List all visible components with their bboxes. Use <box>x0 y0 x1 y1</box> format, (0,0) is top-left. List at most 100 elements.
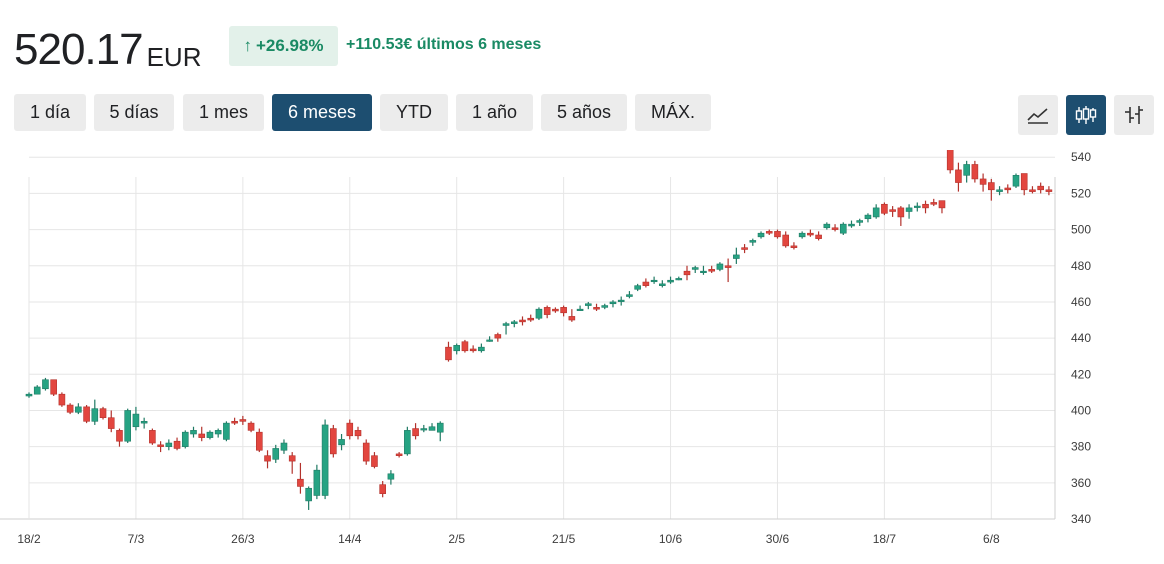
candle-up <box>733 247 740 264</box>
candle-down <box>198 426 206 442</box>
candle-up <box>650 276 658 284</box>
range-button-6m[interactable]: 6 meses <box>272 94 372 131</box>
range-button-5d[interactable]: 5 días <box>94 94 174 131</box>
range-button-ytd[interactable]: YTD <box>380 94 448 131</box>
range-label: 1 mes <box>198 102 249 122</box>
ohlc-chart-button[interactable] <box>1114 95 1154 135</box>
candle-down <box>1004 184 1012 194</box>
candle-down <box>445 341 452 362</box>
candle-up <box>1012 173 1020 188</box>
candle-down <box>988 178 995 201</box>
candle-down <box>897 206 905 226</box>
range-label: 1 día <box>29 102 71 122</box>
candle-up <box>436 421 444 442</box>
candle-up <box>214 428 222 438</box>
candle-up <box>626 291 633 299</box>
x-tick-label: 18/2 <box>17 532 41 546</box>
candle-up <box>428 423 436 431</box>
candle-down <box>1045 186 1053 196</box>
candle-up <box>280 439 288 454</box>
candle-up <box>338 433 345 451</box>
candle-down <box>288 452 296 474</box>
candle-up <box>420 424 428 433</box>
y-tick-label: 400 <box>1071 403 1091 417</box>
candle-up <box>823 222 831 230</box>
candle-down <box>66 403 74 415</box>
y-tick-label: 420 <box>1071 367 1091 381</box>
candle-up <box>181 430 189 449</box>
candle-up <box>206 430 214 440</box>
candle-down <box>560 305 567 317</box>
candle-down <box>552 307 559 313</box>
candle-down <box>494 332 502 342</box>
candle-up <box>856 218 864 226</box>
candle-down <box>107 410 115 433</box>
candle-up <box>675 276 683 281</box>
candle-down <box>568 309 576 322</box>
candle-down <box>330 424 337 458</box>
chart-candles <box>25 150 1053 510</box>
price-header: 520.17 EUR <box>14 22 201 72</box>
candle-down <box>362 439 370 465</box>
y-tick-label: 480 <box>1071 259 1091 273</box>
candle-up <box>864 213 872 223</box>
range-button-1m[interactable]: 1 mes <box>183 94 264 131</box>
candle-up <box>486 336 493 342</box>
candle-up <box>305 486 312 510</box>
candle-up <box>634 283 641 292</box>
candle-down <box>527 314 535 322</box>
range-label: 6 meses <box>287 102 357 122</box>
range-button-1y[interactable]: 1 año <box>456 94 533 131</box>
candle-down <box>724 258 732 283</box>
candle-up <box>313 464 321 500</box>
candle-down <box>955 162 962 192</box>
candle-down <box>765 229 773 236</box>
range-label: 5 días <box>109 102 159 122</box>
candle-up <box>140 417 148 429</box>
candle-down <box>231 417 238 425</box>
line-chart-button[interactable] <box>1018 95 1058 135</box>
candle-up <box>502 321 510 335</box>
candle-down <box>543 305 551 319</box>
candle-down <box>99 406 107 420</box>
candle-up <box>124 408 131 444</box>
candle-down <box>1020 173 1028 196</box>
range-label: MÁX. <box>650 102 695 122</box>
candle-up <box>798 231 806 239</box>
candle-up <box>132 406 140 431</box>
candle-up <box>700 265 707 275</box>
candle-down <box>741 244 748 254</box>
candle-down <box>50 379 57 396</box>
candle-up <box>91 399 99 425</box>
y-tick-label: 460 <box>1071 295 1091 309</box>
candle-down <box>354 426 362 440</box>
range-button-max[interactable]: MÁX. <box>635 94 711 131</box>
y-tick-label: 340 <box>1071 512 1091 526</box>
candle-up <box>839 222 847 236</box>
change-summary: +110.53€ últimos 6 meses <box>346 36 542 53</box>
candle-up <box>667 276 674 284</box>
candle-down <box>255 428 263 453</box>
candle-up <box>404 426 411 456</box>
candle-down <box>979 173 987 192</box>
candle-down <box>946 150 954 174</box>
candle-down <box>461 339 469 353</box>
candle-up <box>576 305 584 311</box>
candle-up <box>190 426 197 438</box>
y-tick-label: 440 <box>1071 331 1091 345</box>
candle-down <box>593 303 600 311</box>
candle-down <box>83 405 90 424</box>
candlestick-chart[interactable]: 340 360 380 400 420 440 460 480 500 520 540 18/2 7/… <box>0 150 1164 560</box>
range-button-1d[interactable]: 1 día <box>14 94 86 131</box>
candle-down <box>642 278 650 288</box>
y-tick-label: 520 <box>1071 186 1091 200</box>
chart-grid <box>0 156 1056 520</box>
candle-up <box>165 439 173 451</box>
candle-up <box>913 202 921 212</box>
candle-down <box>116 428 123 447</box>
candlestick-chart-button[interactable] <box>1066 95 1106 135</box>
candle-down <box>239 415 247 425</box>
range-button-5y[interactable]: 5 años <box>541 94 627 131</box>
candle-up <box>42 377 49 391</box>
candle-down <box>881 202 888 216</box>
